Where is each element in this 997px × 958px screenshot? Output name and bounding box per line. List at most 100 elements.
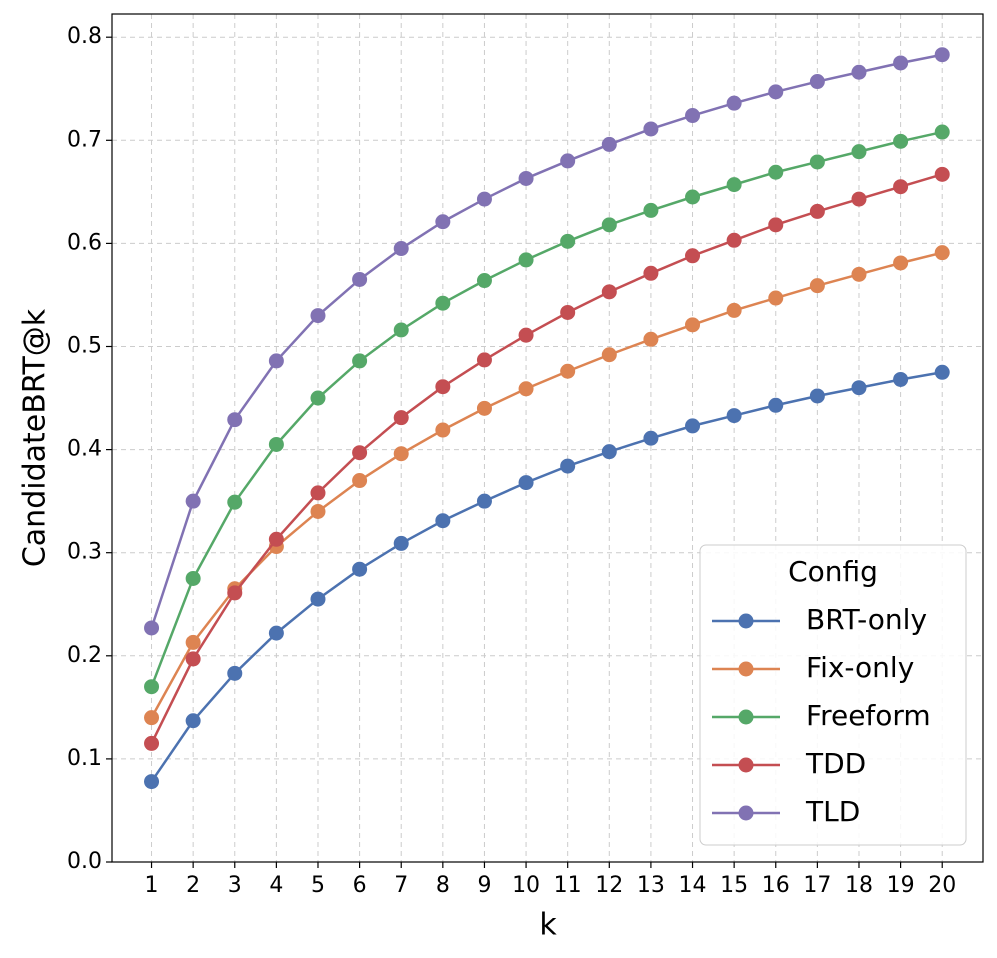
data-point (518, 475, 534, 491)
data-point (310, 503, 326, 519)
data-point (768, 84, 784, 100)
data-point (435, 295, 451, 311)
data-point (768, 290, 784, 306)
legend-marker (738, 757, 754, 773)
x-tick-label: 3 (228, 873, 242, 898)
data-point (893, 133, 909, 149)
data-point (851, 380, 867, 396)
data-point (393, 241, 409, 257)
data-point (227, 585, 243, 601)
plot-frame (111, 13, 984, 863)
x-tick-label: 2 (186, 873, 200, 898)
data-point (809, 388, 825, 404)
data-point (934, 245, 950, 261)
data-point (726, 302, 742, 318)
y-tick-label: 0.0 (67, 849, 102, 874)
data-point (601, 444, 617, 460)
data-point (352, 561, 368, 577)
x-tick-label: 20 (928, 873, 956, 898)
data-point (560, 153, 576, 169)
legend-marker (738, 661, 754, 677)
data-point (185, 570, 201, 586)
legend-marker (738, 709, 754, 725)
data-point (601, 347, 617, 363)
data-point (268, 353, 284, 369)
legend-marker (738, 805, 754, 821)
legend-marker (738, 613, 754, 629)
data-point (934, 47, 950, 63)
x-tick-label: 15 (720, 873, 748, 898)
data-point (144, 774, 160, 790)
data-point (851, 64, 867, 80)
x-tick-label: 6 (353, 873, 367, 898)
x-tick-label: 1 (145, 873, 159, 898)
x-tick-label: 12 (595, 873, 623, 898)
data-point (893, 179, 909, 195)
data-point (560, 233, 576, 249)
data-point (851, 144, 867, 160)
data-point (476, 400, 492, 416)
data-point (476, 352, 492, 368)
data-point (476, 493, 492, 509)
data-point (685, 189, 701, 205)
legend-label: BRT-only (806, 603, 927, 636)
data-point (518, 170, 534, 186)
legend-label: TDD (805, 747, 866, 780)
data-point (809, 154, 825, 170)
data-point (352, 353, 368, 369)
y-tick-label: 0.3 (67, 540, 102, 565)
data-point (268, 436, 284, 452)
data-point (809, 278, 825, 294)
data-point (643, 430, 659, 446)
legend: Config BRT-only Fix-only Freeform TDD TLD (699, 544, 967, 846)
data-point (476, 191, 492, 207)
data-point (768, 397, 784, 413)
data-point (601, 284, 617, 300)
data-point (185, 493, 201, 509)
data-point (393, 410, 409, 426)
data-point (685, 418, 701, 434)
data-point (768, 164, 784, 180)
x-tick-label: 10 (512, 873, 540, 898)
legend-label: Freeform (806, 699, 931, 732)
data-point (227, 494, 243, 510)
x-tick-label: 18 (845, 873, 873, 898)
data-point (352, 271, 368, 287)
data-point (185, 651, 201, 667)
data-point (268, 531, 284, 547)
data-point (518, 381, 534, 397)
data-point (643, 331, 659, 347)
y-tick-label: 0.2 (67, 643, 102, 668)
data-point (726, 232, 742, 248)
y-tick-label: 0.6 (67, 230, 102, 255)
data-point (518, 252, 534, 268)
data-point (685, 248, 701, 264)
x-tick-label: 13 (637, 873, 665, 898)
data-point (560, 363, 576, 379)
y-tick-label: 0.1 (67, 746, 102, 771)
data-point (809, 203, 825, 219)
y-axis-label: CandidateBRT@k (18, 308, 53, 567)
data-point (809, 74, 825, 90)
data-point (185, 634, 201, 650)
y-tick-label: 0.7 (67, 127, 102, 152)
legend-label: Fix-only (806, 651, 914, 684)
data-point (934, 166, 950, 182)
data-point (310, 390, 326, 406)
y-tick-label: 0.5 (67, 333, 102, 358)
data-point (310, 308, 326, 324)
legend-title: Config (788, 555, 878, 588)
data-point (893, 371, 909, 387)
data-point (227, 412, 243, 428)
data-point (726, 408, 742, 424)
data-point (560, 458, 576, 474)
data-point (934, 364, 950, 380)
data-point (851, 191, 867, 207)
x-tick-label: 5 (311, 873, 325, 898)
data-point (726, 95, 742, 111)
x-axis-label: k (539, 908, 557, 943)
data-point (601, 217, 617, 233)
data-point (352, 473, 368, 489)
data-point (435, 422, 451, 438)
